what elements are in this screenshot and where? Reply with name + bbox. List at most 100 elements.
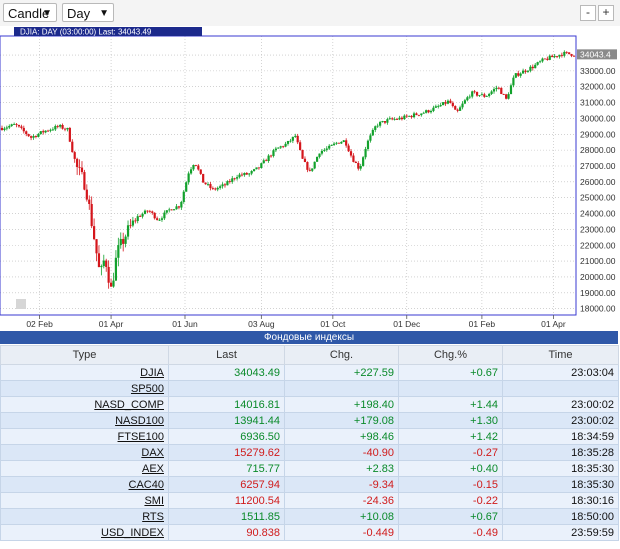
candle-body bbox=[243, 173, 246, 176]
candle-body bbox=[29, 136, 33, 138]
chg-cell: +2.83 bbox=[284, 460, 399, 477]
table-row[interactable]: FTSE100 6936.50 +98.46 +1.42 18:34:59 bbox=[0, 428, 619, 445]
candle-body bbox=[156, 218, 159, 220]
chg-pct-cell: -0.49 bbox=[398, 524, 503, 541]
chg-cell: -9.34 bbox=[284, 476, 399, 493]
candle-body bbox=[427, 110, 430, 113]
x-tick-label: 01 Oct bbox=[320, 319, 346, 329]
candle-body bbox=[136, 216, 139, 222]
candle-body bbox=[529, 66, 532, 71]
zoom-out-button[interactable]: - bbox=[580, 5, 596, 21]
table-row[interactable]: SP500 bbox=[0, 380, 619, 397]
candle-body bbox=[180, 201, 183, 208]
chg-pct-cell: +0.67 bbox=[398, 364, 503, 381]
candle-body bbox=[301, 150, 304, 159]
candle-body bbox=[5, 127, 8, 129]
time-cell: 18:35:28 bbox=[502, 444, 619, 461]
candle-body bbox=[250, 171, 253, 174]
y-tick-label: 24000.00 bbox=[580, 209, 616, 219]
candle-body bbox=[39, 131, 42, 134]
candle-body bbox=[563, 51, 566, 56]
candle-body bbox=[471, 91, 474, 97]
chg-pct-cell: +1.44 bbox=[398, 396, 503, 413]
candle-body bbox=[458, 107, 462, 111]
column-header-last[interactable]: Last bbox=[168, 345, 285, 365]
table-row[interactable]: DJIA 34043.49 +227.59 +0.67 23:03:04 bbox=[0, 364, 619, 381]
candle-body bbox=[449, 100, 452, 103]
candle-body bbox=[88, 199, 91, 204]
candle-body bbox=[490, 91, 493, 94]
candle-body bbox=[451, 102, 454, 107]
time-cell bbox=[502, 380, 619, 397]
table-row[interactable]: NASD_COMP 14016.81 +198.40 +1.44 23:00:02 bbox=[0, 396, 619, 413]
candle-body bbox=[122, 238, 125, 244]
type-cell[interactable]: CAC40 bbox=[0, 476, 169, 493]
candle-body bbox=[148, 211, 151, 213]
column-header-chg-pct[interactable]: Chg.% bbox=[398, 345, 503, 365]
chart-type-select[interactable]: Candle ▼ bbox=[3, 3, 57, 22]
candle-body bbox=[194, 165, 197, 166]
candle-body bbox=[500, 87, 503, 95]
table-row[interactable]: DAX 15279.62 -40.90 -0.27 18:35:28 bbox=[0, 444, 619, 461]
type-cell[interactable]: FTSE100 bbox=[0, 428, 169, 445]
table-row[interactable]: RTS 1511.85 +10.08 +0.67 18:50:00 bbox=[0, 508, 619, 525]
candle-body bbox=[97, 253, 101, 268]
chg-cell: +198.40 bbox=[284, 396, 399, 413]
x-tick-label: 01 Apr bbox=[99, 319, 124, 329]
y-tick-label: 25000.00 bbox=[580, 193, 616, 203]
last-value-badge: 34043.4 bbox=[577, 49, 617, 60]
table-row[interactable]: NASD100 13941.44 +179.08 +1.30 23:00:02 bbox=[0, 412, 619, 429]
table-row[interactable]: USD_INDEX 90.838 -0.449 -0.49 23:59:59 bbox=[0, 524, 619, 541]
candle-body bbox=[134, 220, 137, 222]
candle-body bbox=[374, 126, 377, 130]
candle-body bbox=[265, 160, 268, 162]
candle-body bbox=[100, 266, 103, 268]
candle-body bbox=[560, 54, 563, 56]
candle-body bbox=[192, 165, 195, 170]
table-row[interactable]: SMI 11200.54 -24.36 -0.22 18:30:16 bbox=[0, 492, 619, 509]
x-tick-label: 02 Feb bbox=[26, 319, 53, 329]
column-header-type[interactable]: Type bbox=[0, 345, 169, 365]
last-value-label: 34043.4 bbox=[580, 50, 611, 60]
chg-cell: +227.59 bbox=[284, 364, 399, 381]
column-header-time[interactable]: Time bbox=[502, 345, 619, 365]
candle-body bbox=[42, 131, 45, 133]
period-select[interactable]: Day ▼ bbox=[62, 3, 114, 22]
bookmark-icon[interactable] bbox=[16, 299, 26, 309]
type-cell[interactable]: NASD100 bbox=[0, 412, 169, 429]
candle-body bbox=[337, 142, 340, 144]
candle-body bbox=[231, 178, 234, 182]
type-cell[interactable]: DAX bbox=[0, 444, 169, 461]
candle-body bbox=[354, 161, 357, 164]
candle-body bbox=[325, 148, 328, 150]
type-cell[interactable]: DJIA bbox=[0, 364, 169, 381]
candlestick-chart[interactable]: 34000.0033000.0032000.0031000.0030000.00… bbox=[0, 26, 620, 330]
candle-body bbox=[352, 155, 355, 162]
type-cell[interactable]: AEX bbox=[0, 460, 169, 477]
last-cell: 34043.49 bbox=[168, 364, 285, 381]
candle-body bbox=[522, 70, 525, 74]
type-cell[interactable]: SP500 bbox=[0, 380, 169, 397]
type-cell[interactable]: RTS bbox=[0, 508, 169, 525]
zoom-in-button[interactable]: + bbox=[598, 5, 614, 21]
candle-body bbox=[32, 136, 35, 138]
candle-body bbox=[386, 119, 389, 123]
candle-body bbox=[277, 147, 280, 149]
chg-pct-cell bbox=[398, 380, 503, 397]
chg-cell: +179.08 bbox=[284, 412, 399, 429]
candle-body bbox=[109, 282, 113, 287]
candle-body bbox=[526, 70, 530, 72]
candle-body bbox=[105, 260, 108, 267]
table-row[interactable]: CAC40 6257.94 -9.34 -0.15 18:35:30 bbox=[0, 476, 619, 493]
candle-body bbox=[306, 162, 309, 170]
candle-body bbox=[475, 92, 479, 96]
type-cell[interactable]: USD_INDEX bbox=[0, 524, 169, 541]
type-cell[interactable]: NASD_COMP bbox=[0, 396, 169, 413]
column-header-chg[interactable]: Chg. bbox=[284, 345, 399, 365]
candle-body bbox=[400, 117, 404, 120]
last-cell bbox=[168, 380, 285, 397]
candle-body bbox=[534, 64, 537, 69]
table-row[interactable]: AEX 715.77 +2.83 +0.40 18:35:30 bbox=[0, 460, 619, 477]
candle-body bbox=[272, 150, 275, 157]
type-cell[interactable]: SMI bbox=[0, 492, 169, 509]
